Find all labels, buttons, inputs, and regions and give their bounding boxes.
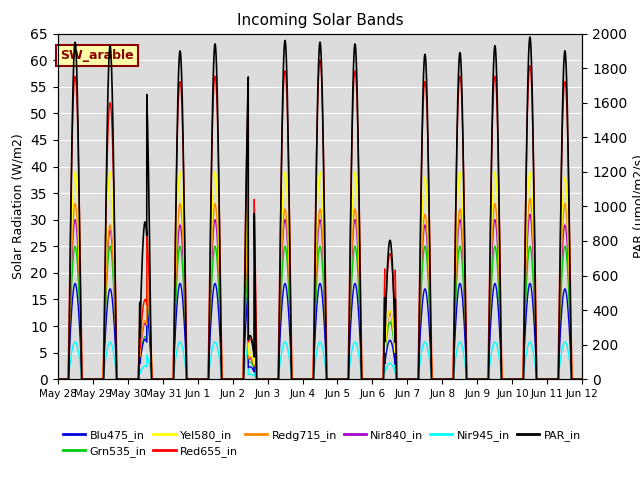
Text: SW_arable: SW_arable <box>60 49 134 62</box>
Legend: Blu475_in, Grn535_in, Yel580_in, Red655_in, Redg715_in, Nir840_in, Nir945_in, PA: Blu475_in, Grn535_in, Yel580_in, Red655_… <box>63 430 580 457</box>
Title: Incoming Solar Bands: Incoming Solar Bands <box>237 13 403 28</box>
Y-axis label: Solar Radiation (W/m2): Solar Radiation (W/m2) <box>12 133 25 279</box>
Y-axis label: PAR (μmol/m2/s): PAR (μmol/m2/s) <box>633 155 640 258</box>
